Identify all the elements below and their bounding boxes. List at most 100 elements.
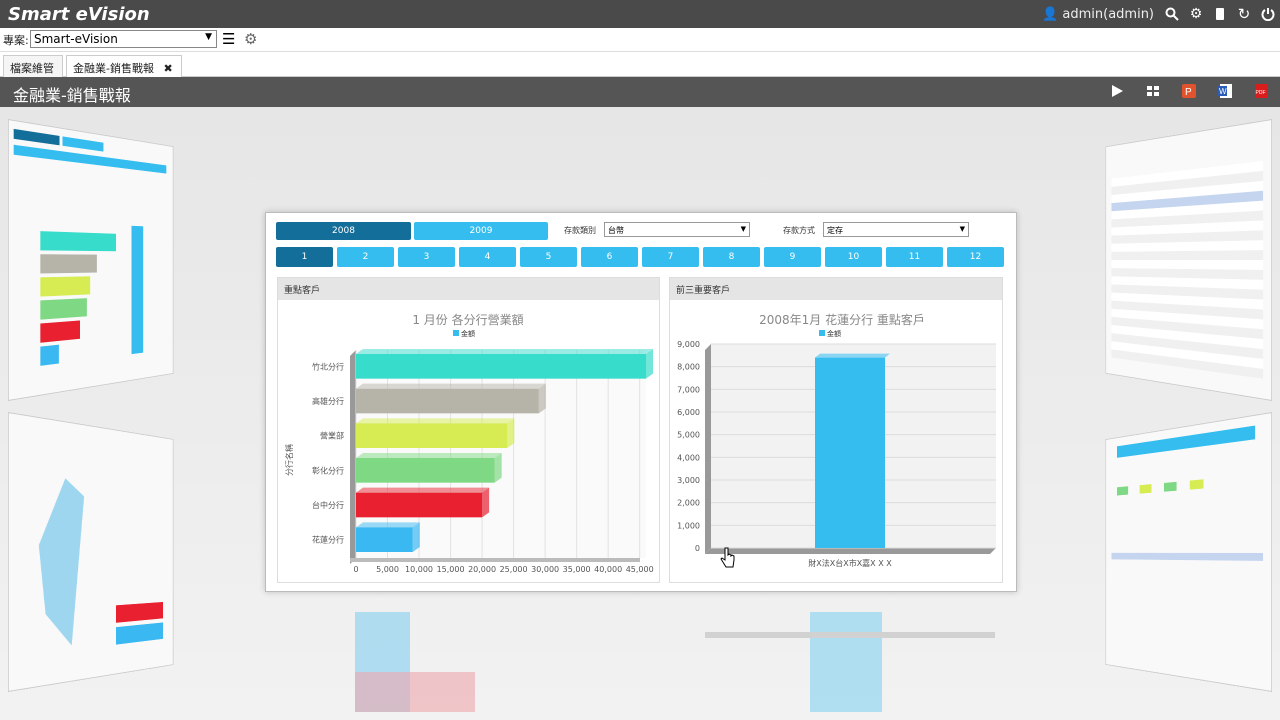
app-header: Smart eVision 👤 admin(admin) ⚙ ↻ (0, 0, 1280, 28)
y-tick-label: 2,000 (677, 499, 700, 508)
page-title: 金融業-銷售戰報 (13, 86, 131, 105)
deposit-category-label: 存款類別 (564, 226, 596, 235)
chart-title: 1 月份 各分行營業額 (412, 312, 523, 327)
y-tick-label: 彰化分行 (312, 465, 344, 475)
panel-reflection (265, 592, 1017, 720)
x-tick-label: 45,000 (626, 565, 654, 574)
x-tick-label: 40,000 (594, 565, 622, 574)
axis-floor (350, 558, 640, 562)
key-customers-panel: 重點客戶 1 月份 各分行營業額 金額 0 5,000 10,000 15,000 20,0… (277, 277, 660, 583)
month-button-9[interactable]: 9 (764, 247, 821, 267)
project-label: 專案: (3, 34, 29, 47)
legend-label: 金額 (461, 329, 475, 338)
bar (356, 354, 646, 379)
bar-top (356, 522, 420, 528)
x-tick-label: 30,000 (531, 565, 559, 574)
play-icon[interactable] (1108, 82, 1126, 100)
y-tick-label: 高雄分行 (312, 396, 344, 406)
bar-top (356, 487, 490, 493)
tab-label: 檔案維管 (10, 62, 54, 75)
month-button-11[interactable]: 11 (886, 247, 943, 267)
y-tick-label: 花蓮分行 (312, 535, 344, 545)
tab-bar: 檔案維管 金融業-銷售戰報 ✖ (0, 52, 1280, 77)
search-icon[interactable] (1162, 4, 1182, 24)
powerpoint-icon[interactable]: P (1180, 82, 1198, 100)
thumbnail-bottom-left[interactable] (8, 412, 174, 692)
panel-header: 重點客戶 (278, 278, 659, 300)
thumbnail-top-right[interactable] (1105, 119, 1272, 401)
bar-side (646, 349, 653, 379)
power-icon[interactable] (1258, 4, 1278, 24)
y-tick-label: 9,000 (677, 340, 700, 349)
x-tick-label: 15,000 (437, 565, 465, 574)
svg-text:P: P (1185, 87, 1192, 98)
bar-side (494, 453, 502, 483)
word-icon[interactable]: W (1216, 82, 1234, 100)
y-tick-label: 3,000 (677, 476, 700, 485)
bar-top (356, 383, 546, 389)
project-bar: 專案: Smart-eVision ▼ ☰ ⚙ (0, 28, 1280, 52)
y-tick-label: 5,000 (677, 431, 700, 440)
bar (356, 458, 495, 483)
chart-title: 2008年1月 花蓮分行 重點客戶 (759, 312, 925, 327)
x-tick-label: 財X法X台X市X嘉X X X (808, 558, 892, 568)
svg-text:PDF: PDF (1256, 90, 1266, 96)
svg-text:W: W (1219, 87, 1227, 96)
y-tick-label: 0 (695, 544, 700, 553)
user-name[interactable]: admin(admin) (1062, 6, 1154, 22)
month-button-12[interactable]: 12 (947, 247, 1004, 267)
close-icon[interactable]: ✖ (163, 62, 173, 75)
project-select[interactable]: Smart-eVision ▼ (30, 30, 217, 48)
brand-logo: Smart eVision (8, 4, 150, 25)
chevron-down-icon: ▼ (959, 225, 965, 233)
settings-icon[interactable]: ⚙ (244, 30, 258, 48)
y-tick-label: 1,000 (677, 521, 700, 530)
month-button-1[interactable]: 1 (276, 247, 333, 267)
legend-label: 金額 (827, 329, 841, 338)
bar-top (815, 353, 890, 358)
month-button-2[interactable]: 2 (337, 247, 394, 267)
project-value: Smart-eVision (34, 32, 118, 46)
mobile-icon[interactable] (1210, 4, 1230, 24)
month-button-10[interactable]: 10 (825, 247, 882, 267)
deposit-method-select[interactable]: 定存 ▼ (823, 222, 969, 237)
bar-side (482, 487, 490, 518)
tab-file-management[interactable]: 檔案維管 (3, 55, 63, 77)
axis-wall (350, 350, 356, 564)
deposit-category-value: 台幣 (608, 226, 624, 235)
top3-customers-panel: 前三重要客戶 2008年1月 花蓮分行 重點客戶 金額 9,000 8,000 7,00… (669, 277, 1003, 583)
mouse-cursor-icon (720, 547, 735, 568)
month-button-5[interactable]: 5 (520, 247, 577, 267)
tab-sales-report[interactable]: 金融業-銷售戰報 ✖ (66, 55, 182, 77)
y-tick-label: 4,000 (677, 453, 700, 462)
x-tick-label: 5,000 (376, 565, 399, 574)
chevron-down-icon: ▼ (740, 225, 746, 233)
deposit-category-select[interactable]: 台幣 ▼ (604, 222, 750, 237)
month-button-3[interactable]: 3 (398, 247, 455, 267)
pdf-icon[interactable]: PDF (1252, 82, 1270, 100)
axis-floor (705, 548, 996, 554)
tab-label: 金融業-銷售戰報 (73, 62, 154, 75)
user-area: 👤 admin(admin) ⚙ ↻ (1038, 0, 1280, 28)
year-button-2009[interactable]: 2009 (414, 222, 548, 240)
menu-icon[interactable]: ☰ (222, 30, 236, 48)
gear-icon[interactable]: ⚙ (1189, 6, 1203, 22)
bar-top (356, 418, 515, 424)
refresh-icon[interactable]: ↻ (1237, 5, 1251, 23)
thumbnail-bottom-right[interactable] (1105, 412, 1272, 692)
month-button-7[interactable]: 7 (642, 247, 699, 267)
x-tick-label: 10,000 (405, 565, 433, 574)
x-tick-label: 25,000 (500, 565, 528, 574)
thumbnail-top-left[interactable] (8, 119, 174, 401)
y-tick-label: 7,000 (677, 385, 700, 394)
month-button-8[interactable]: 8 (703, 247, 760, 267)
x-tick-label: 20,000 (468, 565, 496, 574)
month-button-4[interactable]: 4 (459, 247, 516, 267)
month-button-6[interactable]: 6 (581, 247, 638, 267)
year-button-2008[interactable]: 2008 (276, 222, 411, 240)
grid-icon[interactable] (1144, 82, 1162, 100)
legend-swatch (453, 330, 459, 336)
